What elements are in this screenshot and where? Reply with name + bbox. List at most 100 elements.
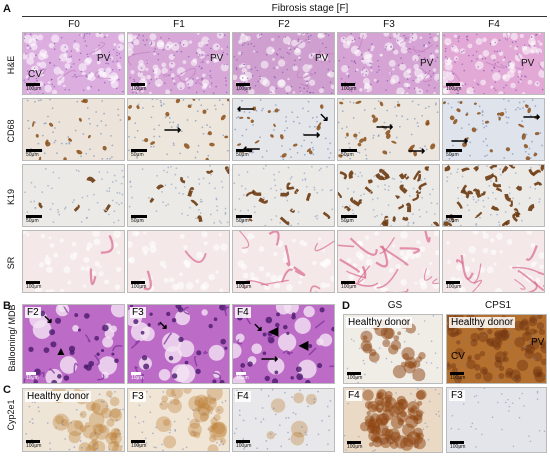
scale-bar: 100μm xyxy=(450,441,465,450)
scale-bar: 100μm xyxy=(131,83,146,92)
k19-tile-2: 50μm xyxy=(232,164,335,227)
gs-healthy-tile: Healthy donor 100μm xyxy=(343,314,443,384)
he-tile-4-texture xyxy=(443,33,544,94)
arrow-icon: ⟶ xyxy=(408,144,426,158)
scale-bar-label: 50μm xyxy=(26,152,39,158)
gs-f4-tile: F4 100μm xyxy=(343,387,443,453)
scale-bar: 100μm xyxy=(450,372,465,381)
cd68-tile-3: 50μm ⟶ ⟶ xyxy=(337,98,440,161)
scale-bar-line xyxy=(26,149,42,152)
scale-bar: 100μm xyxy=(26,281,41,290)
he-tile-1-texture xyxy=(128,33,229,94)
scale-bar: 50μm xyxy=(446,215,462,224)
cps1-healthy-tile: Healthy donor CV PV 100μm xyxy=(446,314,547,384)
fibrosis-stage-title: Fibrosis stage [F] xyxy=(271,3,349,14)
scale-bar-line xyxy=(341,215,357,218)
sr-tile-4: 100μm xyxy=(442,230,545,293)
arrow-icon: ↘ xyxy=(319,110,330,124)
sr-tile-3: 100μm xyxy=(337,230,440,293)
scale-bar: 10μm xyxy=(131,372,144,381)
sr-tile-4-texture xyxy=(446,231,544,292)
gs-f4-tile-texture xyxy=(344,388,440,452)
arrow-icon: ⟶ xyxy=(523,110,541,124)
col-f3: F3 xyxy=(383,19,395,30)
scale-bar: 100μm xyxy=(236,83,251,92)
sr-tile-0: 100μm xyxy=(22,230,125,293)
scale-bar: 100μm xyxy=(26,440,41,449)
cd68-tile-4-texture xyxy=(443,99,543,160)
scale-bar-label: 100μm xyxy=(341,86,357,92)
scale-bar-label: 100μm xyxy=(26,443,42,449)
he-tile-4: 100μm PV xyxy=(442,32,545,95)
mdb-tile-0-texture xyxy=(23,305,124,383)
row-he: H&E xyxy=(6,55,16,75)
scale-bar: 50μm xyxy=(446,149,462,158)
scale-bar-line xyxy=(341,83,355,86)
scale-bar: 100μm xyxy=(347,372,362,381)
scale-bar-line xyxy=(131,149,147,152)
he-tile-3-texture xyxy=(338,33,439,94)
stage-label: F4 xyxy=(235,391,251,402)
pv-label: PV xyxy=(315,53,329,64)
col-cps1: CPS1 xyxy=(484,300,512,311)
arrow-icon: ▲ xyxy=(55,344,67,358)
arrow-icon: ⟶ xyxy=(164,123,182,137)
scale-bar-label: 50μm xyxy=(236,152,249,158)
row-k19: K19 xyxy=(6,189,16,206)
scale-bar-label: 100μm xyxy=(26,284,42,290)
sr-tile-2-texture xyxy=(236,231,334,292)
row-cyp2e1: Cyp2e1 xyxy=(6,399,16,431)
scale-bar-label: 100μm xyxy=(347,375,363,381)
scale-bar-line xyxy=(26,440,40,443)
scale-bar-line xyxy=(450,441,464,444)
scale-bar-line xyxy=(131,83,145,86)
scale-bar-label: 100μm xyxy=(450,375,466,381)
col-f2: F2 xyxy=(278,19,290,30)
scale-bar-line xyxy=(26,281,40,284)
pv-label: PV xyxy=(420,58,434,69)
he-tile-2-texture xyxy=(233,33,334,94)
arrow-icon: ↘ xyxy=(158,318,169,332)
scale-bar: 100μm xyxy=(341,281,356,290)
mdb-tile-2-texture xyxy=(233,305,334,383)
scale-bar-line xyxy=(341,149,357,152)
scale-bar-line xyxy=(26,215,42,218)
cd68-tile-1-texture xyxy=(128,99,229,160)
scale-bar: 100μm xyxy=(26,83,41,92)
arrow-icon: ◀ xyxy=(269,324,279,338)
scale-bar: 100μm xyxy=(341,83,356,92)
stage-label: F4 xyxy=(346,390,362,401)
row-ballooning: Ballooning/ MDB xyxy=(7,304,17,372)
cd68-tile-1: 50μm ⟶ xyxy=(127,98,230,161)
col-f1: F1 xyxy=(173,19,185,30)
scale-bar: 100μm xyxy=(236,440,251,449)
scale-bar-label: 100μm xyxy=(236,443,252,449)
stage-label: Healthy donor xyxy=(449,317,516,328)
k19-tile-0-texture xyxy=(24,168,124,224)
scale-bar: 50μm xyxy=(131,215,147,224)
col-f0: F0 xyxy=(68,19,80,30)
stage-label: F4 xyxy=(235,307,251,318)
scale-bar-label: 100μm xyxy=(450,444,466,450)
panel-a-label: A xyxy=(3,3,11,15)
scale-bar-line xyxy=(446,149,462,152)
scale-bar-label: 50μm xyxy=(446,152,459,158)
sr-tile-2: 100μm xyxy=(232,230,335,293)
scale-bar: 100μm xyxy=(446,281,461,290)
arrow-icon: ⟶ xyxy=(376,120,394,134)
scale-bar-line xyxy=(347,441,361,444)
scale-bar-label: 100μm xyxy=(347,444,363,450)
col-f4: F4 xyxy=(488,19,500,30)
arrow-icon: ⟵ xyxy=(237,102,255,116)
k19-tile-3: 50μm xyxy=(337,164,440,227)
scale-bar-label: 100μm xyxy=(26,86,42,92)
cv-label: CV xyxy=(28,69,42,80)
scale-bar-line xyxy=(236,83,250,86)
scale-bar: 100μm xyxy=(236,281,251,290)
row-sr: SR xyxy=(6,256,16,270)
k19-tile-1-texture xyxy=(128,165,229,224)
scale-bar: 10μm xyxy=(26,372,39,381)
cyp2e1-tile-0: Healthy donor 100μm xyxy=(22,388,125,452)
scale-bar: 50μm xyxy=(26,215,42,224)
sr-tile-0-texture xyxy=(23,231,122,292)
